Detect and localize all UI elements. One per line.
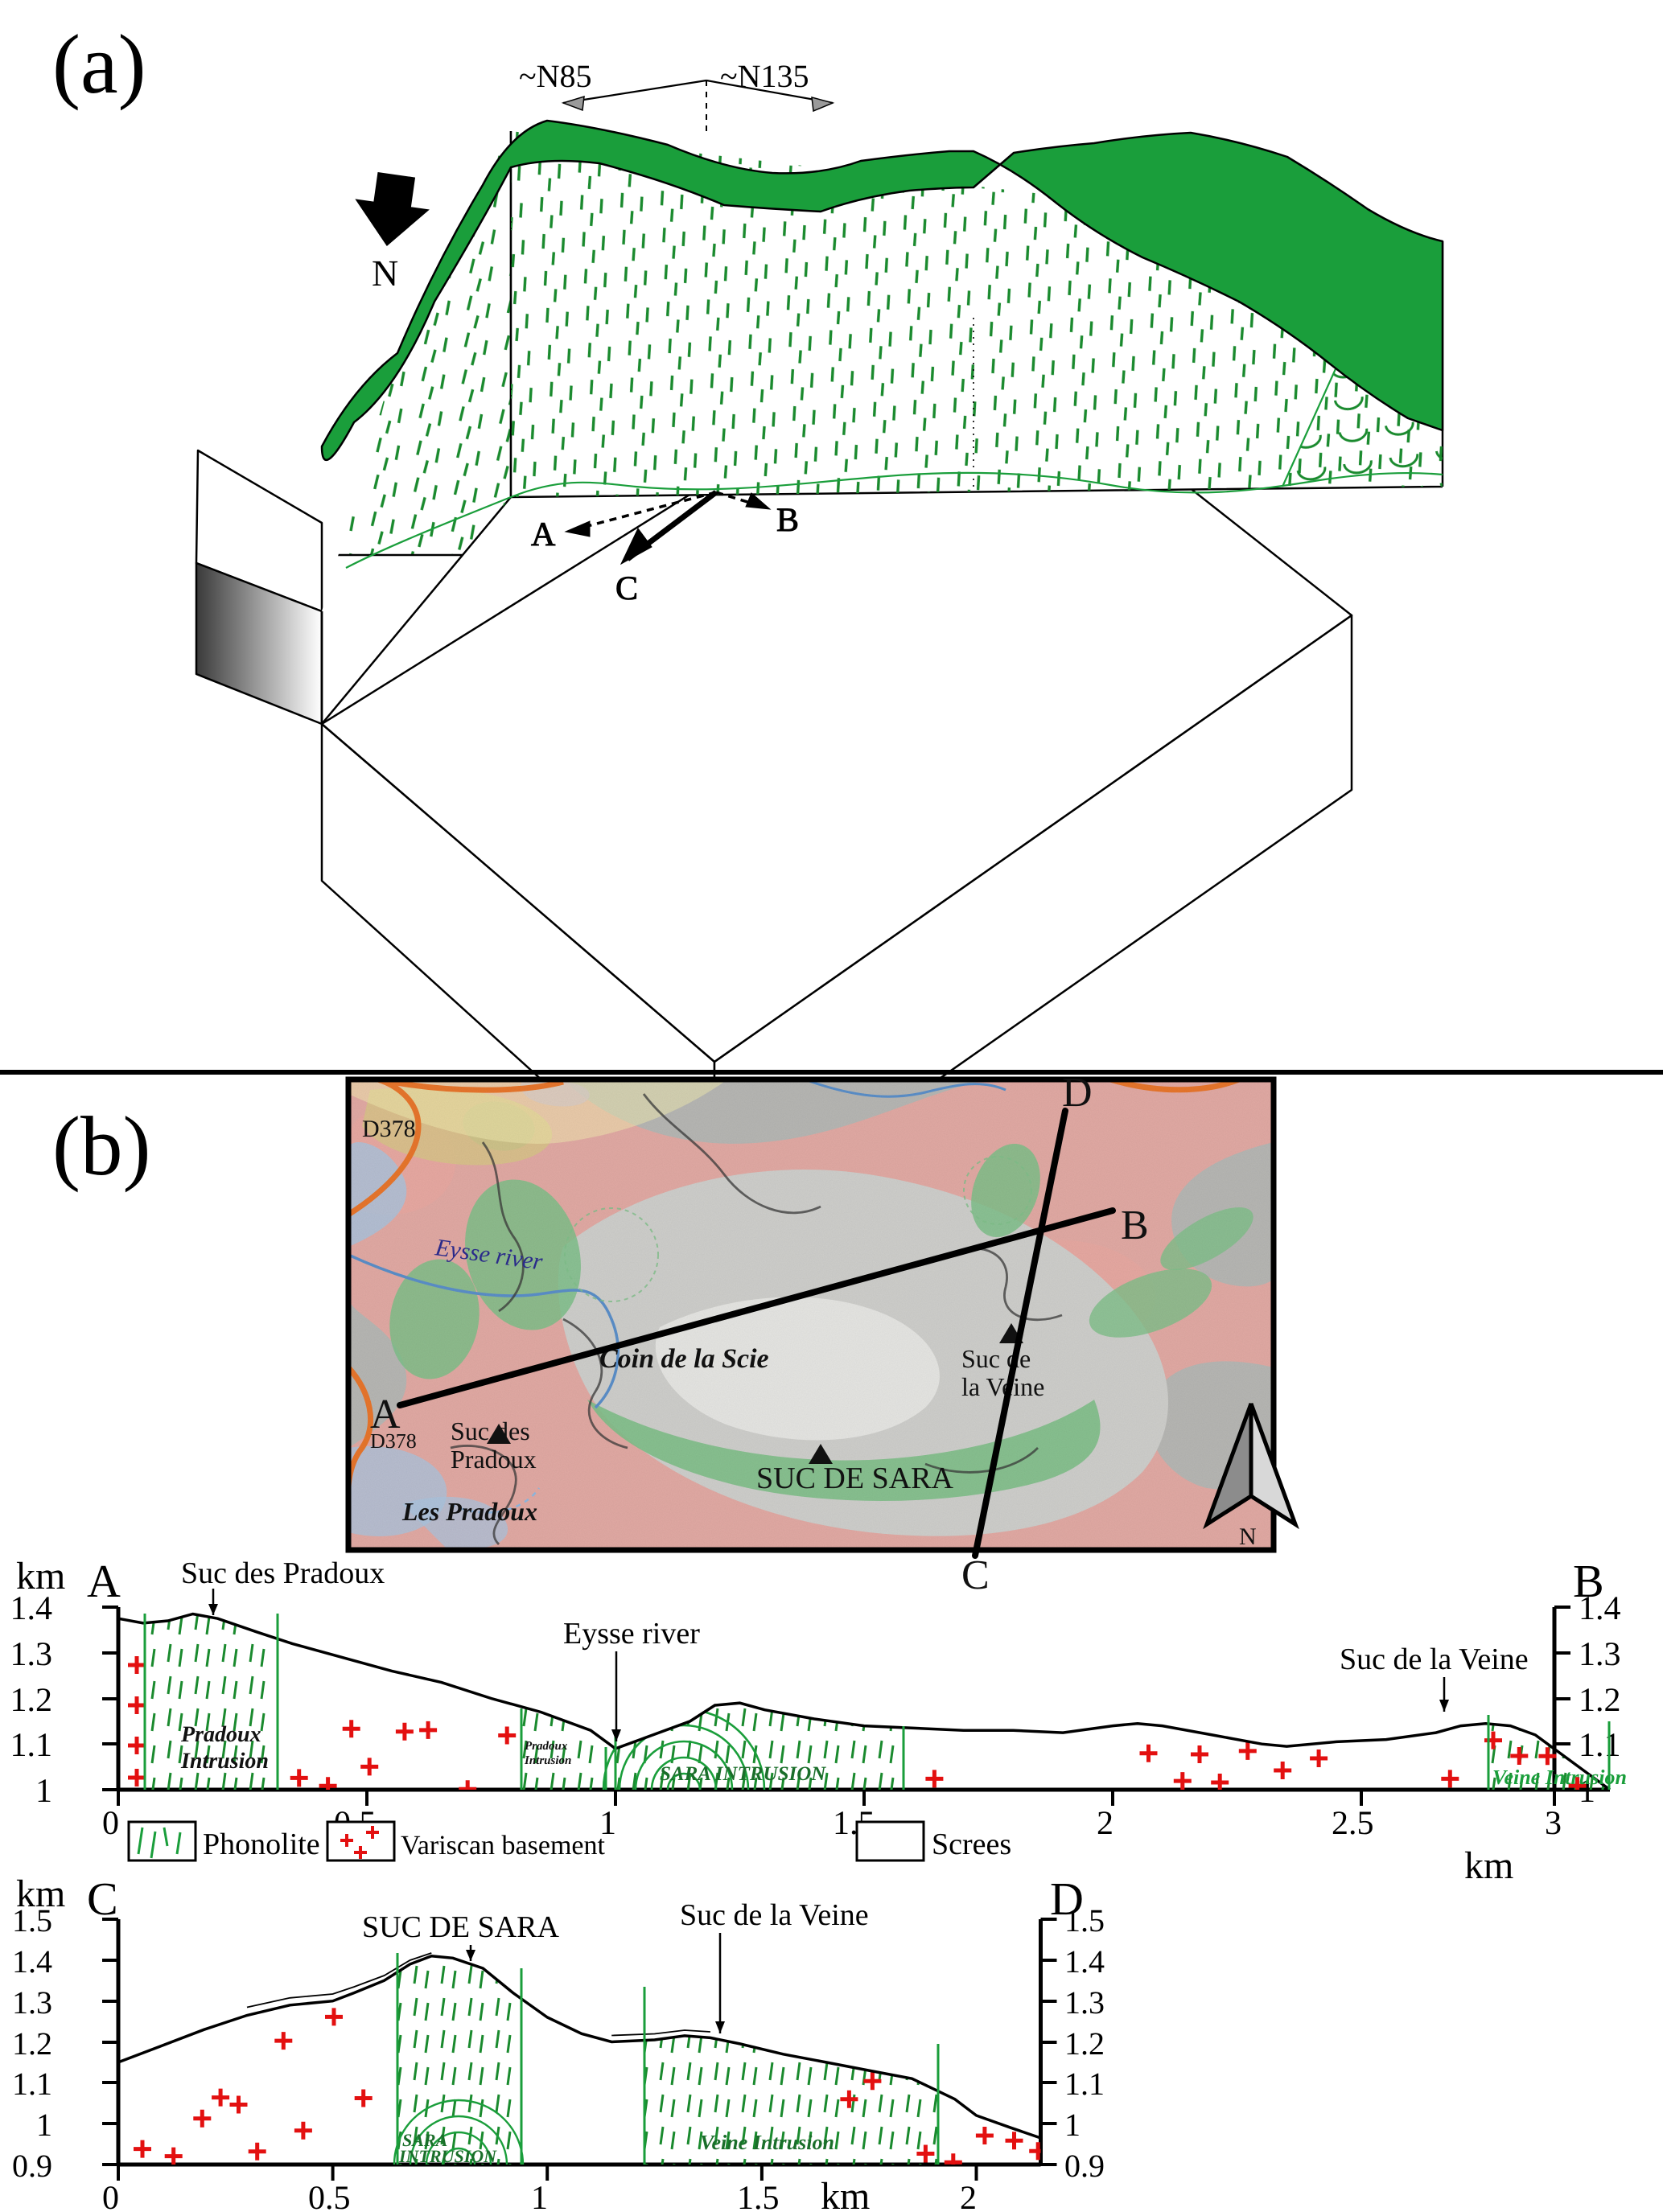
svg-text:1.2: 1.2 bbox=[12, 2025, 52, 2062]
svg-text:1.3: 1.3 bbox=[12, 1984, 52, 2021]
svg-text:D: D bbox=[1050, 1873, 1084, 1925]
svg-text:1.1: 1.1 bbox=[12, 2066, 52, 2102]
svg-text:1.1: 1.1 bbox=[1064, 2066, 1105, 2102]
svg-text:C: C bbox=[87, 1873, 118, 1925]
svg-text:1.3: 1.3 bbox=[1064, 1984, 1105, 2021]
svg-text:0.9: 0.9 bbox=[1064, 2148, 1105, 2184]
svg-text:1: 1 bbox=[36, 2107, 52, 2143]
svg-text:1.5: 1.5 bbox=[737, 2180, 780, 2212]
svg-text:SUC DE SARA: SUC DE SARA bbox=[362, 1910, 559, 1944]
svg-text:km: km bbox=[16, 1873, 65, 1915]
svg-text:0.9: 0.9 bbox=[12, 2148, 52, 2184]
svg-text:1.4: 1.4 bbox=[12, 1943, 52, 1980]
svg-text:1.2: 1.2 bbox=[1064, 2025, 1105, 2062]
svg-text:km: km bbox=[821, 2175, 870, 2212]
svg-text:Veine Intrusion: Veine Intrusion bbox=[700, 2131, 834, 2154]
svg-text:2: 2 bbox=[960, 2180, 977, 2212]
svg-text:1: 1 bbox=[1064, 2107, 1081, 2143]
svg-text:0.5: 0.5 bbox=[308, 2180, 351, 2212]
svg-text:INTRUSION: INTRUSION bbox=[398, 2146, 497, 2166]
svg-text:Suc de la Veine: Suc de la Veine bbox=[680, 1898, 869, 1932]
svg-text:0: 0 bbox=[102, 2180, 119, 2212]
svg-text:1.4: 1.4 bbox=[1064, 1943, 1105, 1980]
svg-text:1: 1 bbox=[531, 2180, 548, 2212]
